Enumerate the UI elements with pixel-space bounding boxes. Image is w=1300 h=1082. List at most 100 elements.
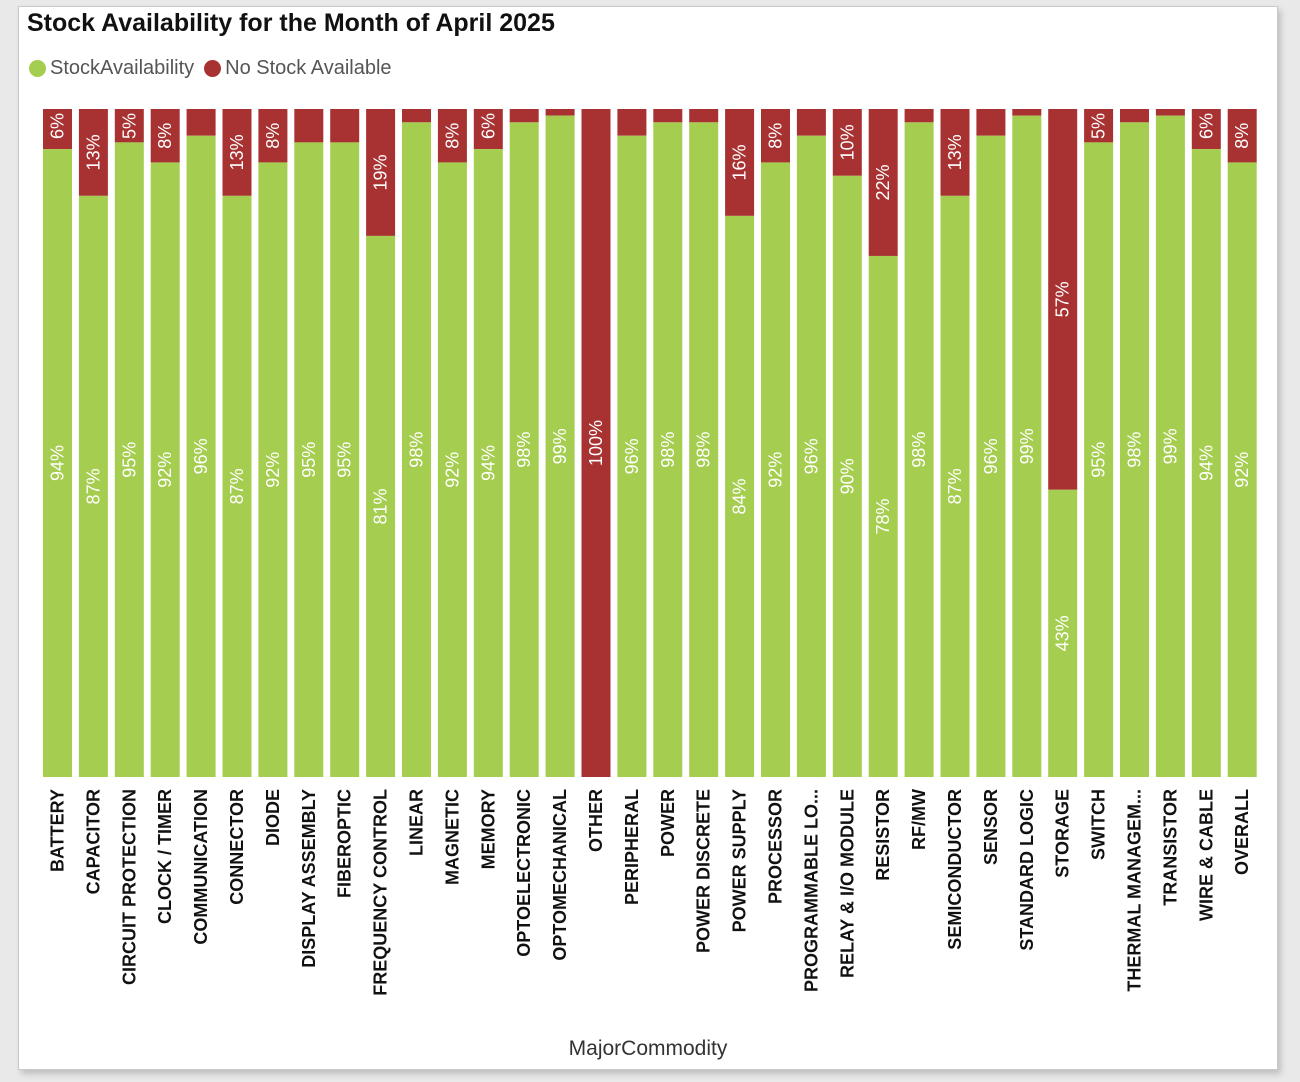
- x-tick-label-semiconductor: SEMICONDUCTOR: [945, 789, 965, 950]
- bar-no-stock-resistor[interactable]: [868, 109, 898, 256]
- x-tick-label-memory: MEMORY: [478, 789, 498, 869]
- bar-stock-availability-fiberoptic[interactable]: [330, 142, 360, 777]
- bar-stock-availability-wire-cable[interactable]: [1191, 149, 1221, 777]
- bar-no-stock-thermal-managem[interactable]: [1120, 109, 1149, 123]
- bar-no-stock-power-discrete[interactable]: [689, 109, 719, 123]
- bar-no-stock-magnetic[interactable]: [437, 109, 467, 163]
- bar-no-stock-diode[interactable]: [258, 109, 288, 163]
- bar-no-stock-clock-timer[interactable]: [150, 109, 180, 163]
- bar-stock-availability-communication[interactable]: [186, 135, 216, 778]
- bar-no-stock-power-supply[interactable]: [725, 109, 755, 216]
- bar-no-stock-frequency-control[interactable]: [366, 109, 396, 236]
- bar-stock-availability-power-discrete[interactable]: [689, 122, 719, 778]
- bar-stock-availability-capacitor[interactable]: [78, 195, 108, 778]
- bar-no-stock-rf-mw[interactable]: [904, 109, 934, 123]
- stacked-bar-chart: 6% 94% BATTERY 13% 87% CAPACITOR 5% 95% CIRCUIT …: [43, 109, 1257, 996]
- bar-stock-availability-power-supply[interactable]: [725, 215, 755, 777]
- x-tick-label-other: OTHER: [586, 789, 606, 852]
- data-label-no-stock-circuit-protection: 5%: [119, 113, 139, 139]
- bar-stock-availability-relay-i-o-module[interactable]: [832, 175, 862, 778]
- data-label-no-stock-battery: 6%: [48, 113, 68, 139]
- data-label-no-stock-wire-cable: 6%: [1196, 113, 1216, 139]
- bar-stock-availability-standard-logic[interactable]: [1012, 115, 1042, 778]
- data-label-stock-availability-overall: 92%: [1232, 452, 1252, 488]
- bar-no-stock-storage[interactable]: [1048, 109, 1078, 490]
- chart-card: Stock Availability for the Month of Apri…: [18, 6, 1278, 1070]
- bar-no-stock-power[interactable]: [653, 109, 683, 123]
- x-tick-label-battery: BATTERY: [48, 789, 68, 872]
- x-tick-label-circuit-protection: CIRCUIT PROTECTION: [119, 789, 139, 985]
- bar-no-stock-overall[interactable]: [1227, 109, 1257, 163]
- bar-stock-availability-circuit-protection[interactable]: [114, 142, 144, 777]
- bar-stock-availability-processor[interactable]: [761, 162, 790, 777]
- bar-stock-availability-battery[interactable]: [43, 149, 72, 777]
- data-label-stock-availability-wire-cable: 94%: [1196, 445, 1216, 481]
- bar-no-stock-capacitor[interactable]: [78, 109, 108, 196]
- data-label-no-stock-connector: 13%: [227, 134, 247, 170]
- legend-item-stock-availability[interactable]: StockAvailability: [29, 57, 194, 80]
- bar-stock-availability-linear[interactable]: [402, 122, 431, 778]
- bar-no-stock-linear[interactable]: [402, 109, 431, 123]
- bar-no-stock-sensor[interactable]: [976, 109, 1006, 136]
- x-tick-label-thermal-managem: THERMAL MANAGEM...: [1125, 789, 1145, 992]
- data-label-stock-availability-memory: 94%: [478, 445, 498, 481]
- bar-no-stock-display-assembly[interactable]: [294, 109, 324, 143]
- bar-no-stock-standard-logic[interactable]: [1012, 109, 1042, 116]
- bar-no-stock-circuit-protection[interactable]: [114, 109, 144, 143]
- data-label-stock-availability-power-supply: 84%: [730, 478, 750, 514]
- data-label-stock-availability-semiconductor: 87%: [945, 468, 965, 504]
- data-label-stock-availability-resistor: 78%: [873, 498, 893, 534]
- bar-stock-availability-rf-mw[interactable]: [904, 122, 934, 778]
- bar-stock-availability-switch[interactable]: [1084, 142, 1114, 777]
- x-tick-label-frequency-control: FREQUENCY CONTROL: [371, 789, 391, 996]
- bar-stock-availability-semiconductor[interactable]: [940, 195, 970, 778]
- data-label-stock-availability-optoelectronic: 98%: [514, 432, 534, 468]
- bar-no-stock-optoelectronic[interactable]: [509, 109, 539, 123]
- bar-no-stock-transistor[interactable]: [1155, 109, 1185, 116]
- legend-item-no-stock[interactable]: No Stock Available: [204, 57, 392, 80]
- bar-no-stock-peripheral[interactable]: [617, 109, 647, 136]
- bar-stock-availability-clock-timer[interactable]: [150, 162, 180, 777]
- bar-stock-availability-connector[interactable]: [222, 195, 252, 778]
- bar-stock-availability-optomechanical[interactable]: [545, 115, 575, 778]
- bar-no-stock-switch[interactable]: [1084, 109, 1114, 143]
- bar-no-stock-semiconductor[interactable]: [940, 109, 970, 196]
- bar-no-stock-optomechanical[interactable]: [545, 109, 575, 116]
- bar-stock-availability-frequency-control[interactable]: [366, 235, 396, 778]
- bar-no-stock-other[interactable]: [581, 109, 611, 777]
- bar-stock-availability-memory[interactable]: [473, 149, 503, 777]
- data-label-no-stock-other: 100%: [586, 420, 606, 466]
- bar-stock-availability-thermal-managem[interactable]: [1120, 122, 1149, 778]
- bar-no-stock-wire-cable[interactable]: [1191, 109, 1221, 150]
- bar-stock-availability-peripheral[interactable]: [617, 135, 647, 778]
- bar-no-stock-battery[interactable]: [43, 109, 72, 150]
- bar-stock-availability-overall[interactable]: [1227, 162, 1257, 777]
- data-label-stock-availability-clock-timer: 92%: [155, 452, 175, 488]
- legend-label-available: StockAvailability: [50, 57, 195, 79]
- bar-stock-availability-optoelectronic[interactable]: [509, 122, 539, 778]
- bar-stock-availability-sensor[interactable]: [976, 135, 1006, 778]
- data-label-stock-availability-linear: 98%: [407, 432, 427, 468]
- bar-no-stock-processor[interactable]: [761, 109, 790, 163]
- x-tick-label-power-supply: POWER SUPPLY: [730, 789, 750, 932]
- data-label-stock-availability-thermal-managem: 98%: [1125, 432, 1145, 468]
- bar-no-stock-communication[interactable]: [186, 109, 216, 136]
- data-label-no-stock-diode: 8%: [263, 123, 283, 149]
- bar-stock-availability-display-assembly[interactable]: [294, 142, 324, 777]
- bar-stock-availability-magnetic[interactable]: [437, 162, 467, 777]
- data-label-stock-availability-magnetic: 92%: [442, 452, 462, 488]
- data-label-stock-availability-display-assembly: 95%: [299, 442, 319, 478]
- bar-no-stock-relay-i-o-module[interactable]: [832, 109, 862, 176]
- bar-stock-availability-transistor[interactable]: [1155, 115, 1185, 778]
- bar-no-stock-fiberoptic[interactable]: [330, 109, 360, 143]
- bar-no-stock-memory[interactable]: [473, 109, 503, 150]
- data-label-stock-availability-standard-logic: 99%: [1017, 428, 1037, 464]
- bar-stock-availability-resistor[interactable]: [868, 255, 898, 777]
- bar-stock-availability-diode[interactable]: [258, 162, 288, 777]
- bar-stock-availability-storage[interactable]: [1048, 489, 1078, 777]
- x-tick-label-capacitor: CAPACITOR: [83, 789, 103, 894]
- bar-stock-availability-programmable-lo[interactable]: [796, 135, 826, 778]
- bar-no-stock-programmable-lo[interactable]: [796, 109, 826, 136]
- bar-stock-availability-power[interactable]: [653, 122, 683, 778]
- bar-no-stock-connector[interactable]: [222, 109, 252, 196]
